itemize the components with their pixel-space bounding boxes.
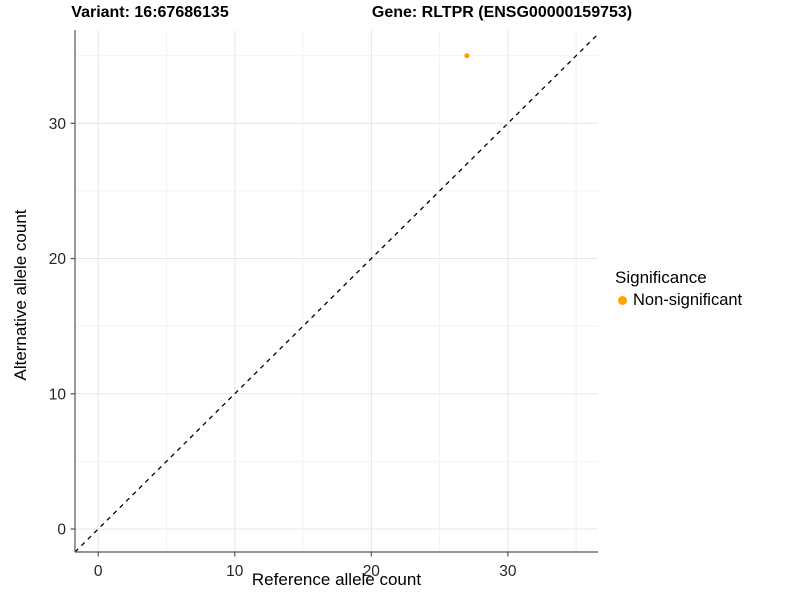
y-tick-label: 30 — [49, 116, 67, 133]
legend-point-icon — [618, 296, 627, 305]
x-tick-label: 20 — [363, 563, 381, 580]
y-tick-label: 0 — [57, 522, 66, 539]
x-tick-label: 30 — [499, 563, 517, 580]
scatter-plot-panel: 0 10 20 30 0 10 20 30 — [49, 30, 599, 580]
y-axis-title: Alternative allele count — [11, 209, 30, 381]
legend-title: Significance — [615, 268, 707, 287]
x-tick-label: 0 — [94, 563, 103, 580]
data-point — [464, 53, 470, 59]
legend-item-label: Non-significant — [633, 291, 743, 309]
x-axis-title: Reference allele count — [251, 570, 422, 589]
gene-title: Gene: RLTPR (ENSG00000159753) — [371, 4, 633, 21]
legend: Significance Non-significant — [615, 268, 742, 310]
variant-title: Variant: 16:67686135 — [71, 4, 229, 21]
y-tick-label: 20 — [49, 251, 67, 268]
y-tick-label: 10 — [49, 386, 67, 403]
x-tick-label: 10 — [226, 563, 244, 580]
legend-item-non-significant: Non-significant — [615, 291, 742, 310]
identity-line — [74, 33, 599, 553]
